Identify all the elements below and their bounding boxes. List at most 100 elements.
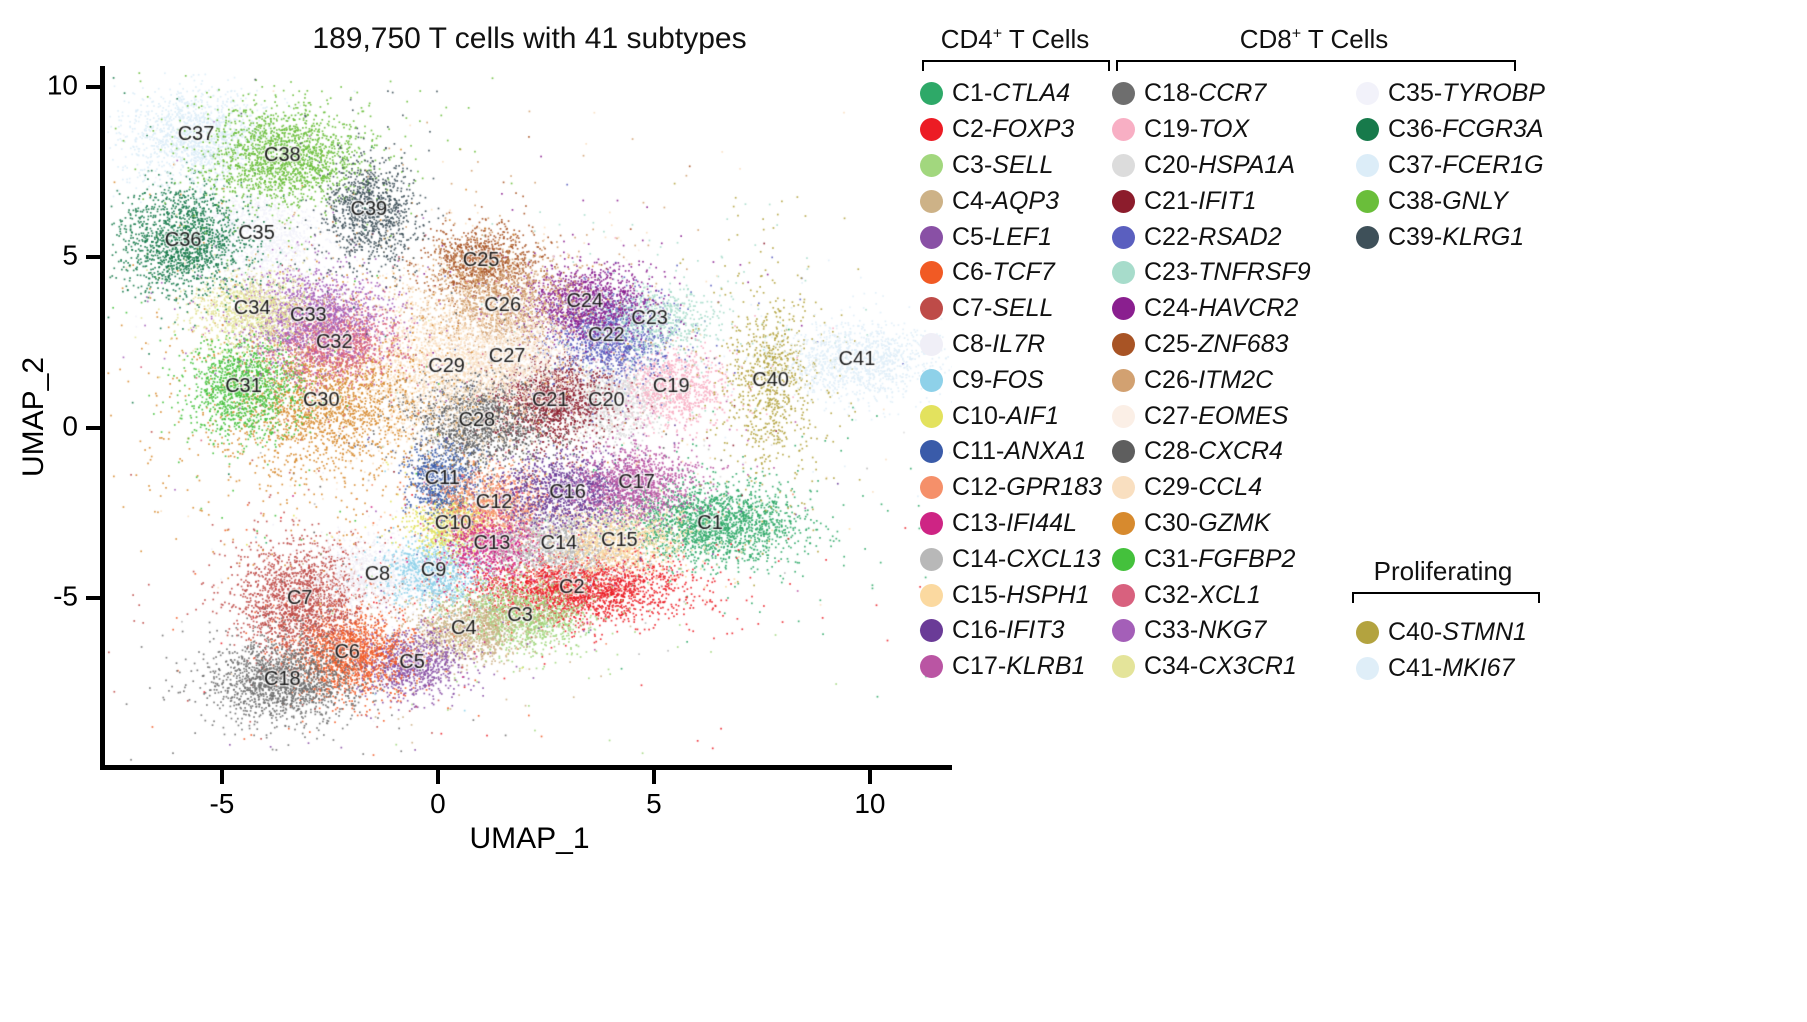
legend-item-c40: C40-STMN1: [1356, 615, 1527, 651]
legend-item-c25: C25-ZNF683: [1112, 327, 1311, 363]
legend-label: C7-SELL: [952, 294, 1054, 323]
legend-label: C20-HSPA1A: [1144, 150, 1295, 179]
legend-label: C23-TNFRSF9: [1144, 258, 1311, 287]
legend-item-c5: C5-LEF1: [920, 219, 1102, 255]
legend-dot-c41: [1356, 657, 1379, 681]
legend-dot-c19: [1112, 118, 1135, 142]
legend-dot-c37: [1356, 153, 1379, 177]
legend-label: C21-IFIT1: [1144, 186, 1257, 215]
x-tick-label: 10: [854, 788, 886, 819]
legend-item-c29: C29-CCL4: [1112, 470, 1311, 506]
legend-item-c7: C7-SELL: [920, 291, 1102, 327]
legend-dot-c23: [1112, 261, 1135, 285]
legend-dot-c38: [1356, 189, 1379, 213]
legend-item-c13: C13-IFI44L: [920, 506, 1102, 542]
legend-label: C9-FOS: [952, 365, 1044, 394]
legend-item-c14: C14-CXCL13: [920, 541, 1102, 577]
legend-label: C32-XCL1: [1144, 580, 1261, 609]
legend-label: C17-KLRB1: [952, 652, 1086, 681]
legend-dot-c32: [1112, 583, 1135, 607]
legend-item-c32: C32-XCL1: [1112, 577, 1311, 613]
legend-label: C26-ITM2C: [1144, 365, 1274, 394]
umap-scatter-canvas: [107, 70, 952, 765]
legend-dot-c30: [1112, 511, 1135, 535]
legend-item-c41: C41-MKI67: [1356, 651, 1527, 687]
legend-item-c10: C10-AIF1: [920, 398, 1102, 434]
legend-label: C25-ZNF683: [1144, 329, 1289, 358]
legend-dot-c36: [1356, 118, 1379, 142]
legend-item-c30: C30-GZMK: [1112, 506, 1311, 542]
legend-label: C5-LEF1: [952, 222, 1053, 251]
legend-column-1: C1-CTLA4 C2-FOXP3 C3-SELL C4-AQP3 C5-LEF1 C6-…: [920, 76, 1102, 685]
legend-label: C36-FCGR3A: [1388, 115, 1544, 144]
legend-label: C35-TYROBP: [1388, 79, 1545, 108]
legend-dot-c22: [1112, 225, 1135, 249]
plot-title: 189,750 T cells with 41 subtypes: [312, 22, 747, 55]
legend-dot-c29: [1112, 476, 1135, 500]
legend-dot-c12: [920, 476, 943, 500]
legend-label: C29-CCL4: [1144, 473, 1263, 502]
y-tick-label: 0: [62, 410, 78, 442]
legend-item-c16: C16-IFIT3: [920, 613, 1102, 649]
x-tickmark: [867, 770, 872, 784]
legend-label: C38-GNLY: [1388, 186, 1508, 215]
legend-label: C13-IFI44L: [952, 508, 1078, 537]
x-axis-label: UMAP_1: [469, 822, 590, 855]
legend-label: C11-ANXA1: [952, 437, 1087, 466]
legend-dot-c1: [920, 82, 943, 106]
x-ticks: -5 0 5 10: [107, 770, 952, 840]
legend-label: C37-FCER1G: [1388, 150, 1544, 179]
legend-item-c26: C26-ITM2C: [1112, 362, 1311, 398]
legend-dot-c14: [920, 547, 943, 571]
legend-bracket-cd8: [1116, 60, 1516, 71]
legend-item-c28: C28-CXCR4: [1112, 434, 1311, 470]
legend-label: C39-KLRG1: [1388, 222, 1525, 251]
legend-dot-c7: [920, 297, 943, 321]
legend-item-c37: C37-FCER1G: [1356, 148, 1545, 184]
legend-label: C40-STMN1: [1388, 618, 1527, 647]
legend-dot-c33: [1112, 619, 1135, 643]
plot-area: [107, 70, 952, 765]
y-tickmark: [86, 85, 100, 90]
legend-item-c3: C3-SELL: [920, 148, 1102, 184]
legend-label: C1-CTLA4: [952, 79, 1071, 108]
legend-item-c35: C35-TYROBP: [1356, 76, 1545, 112]
legend-item-c21: C21-IFIT1: [1112, 183, 1311, 219]
legend-dot-c26: [1112, 368, 1135, 392]
legend-item-c17: C17-KLRB1: [920, 649, 1102, 685]
legend-item-c4: C4-AQP3: [920, 183, 1102, 219]
legend-dot-c10: [920, 404, 943, 428]
legend-item-c11: C11-ANXA1: [920, 434, 1102, 470]
legend-label: C19-TOX: [1144, 115, 1250, 144]
legend-dot-c24: [1112, 297, 1135, 321]
legend-item-c24: C24-HAVCR2: [1112, 291, 1311, 327]
legend-item-c1: C1-CTLA4: [920, 76, 1102, 112]
legend-dot-c5: [920, 225, 943, 249]
legend-label: C6-TCF7: [952, 258, 1055, 287]
legend-dot-c2: [920, 118, 943, 142]
legend-dot-c11: [920, 440, 943, 464]
legend-label: C31-FGFBP2: [1144, 544, 1296, 573]
y-tick-label: -5: [53, 580, 78, 612]
legend-label: C28-CXCR4: [1144, 437, 1283, 466]
legend-dot-c34: [1112, 655, 1135, 679]
legend-item-c33: C33-NKG7: [1112, 613, 1311, 649]
legend-item-c2: C2-FOXP3: [920, 112, 1102, 148]
legend-label: C8-IL7R: [952, 329, 1046, 358]
legend-item-c38: C38-GNLY: [1356, 183, 1545, 219]
y-tickmark: [86, 255, 100, 260]
legend-item-c23: C23-TNFRSF9: [1112, 255, 1311, 291]
y-tick-label: 5: [62, 240, 78, 272]
legend-label: C2-FOXP3: [952, 115, 1075, 144]
x-tick-label: -5: [209, 788, 235, 819]
legend-dot-c13: [920, 511, 943, 535]
legend-label: C14-CXCL13: [952, 544, 1101, 573]
legend-dot-c21: [1112, 189, 1135, 213]
legend-item-c6: C6-TCF7: [920, 255, 1102, 291]
legend-dot-c15: [920, 583, 943, 607]
legend-dot-c31: [1112, 547, 1135, 571]
legend-label: C10-AIF1: [952, 401, 1059, 430]
legend-dot-c16: [920, 619, 943, 643]
legend-label: C4-AQP3: [952, 186, 1059, 215]
